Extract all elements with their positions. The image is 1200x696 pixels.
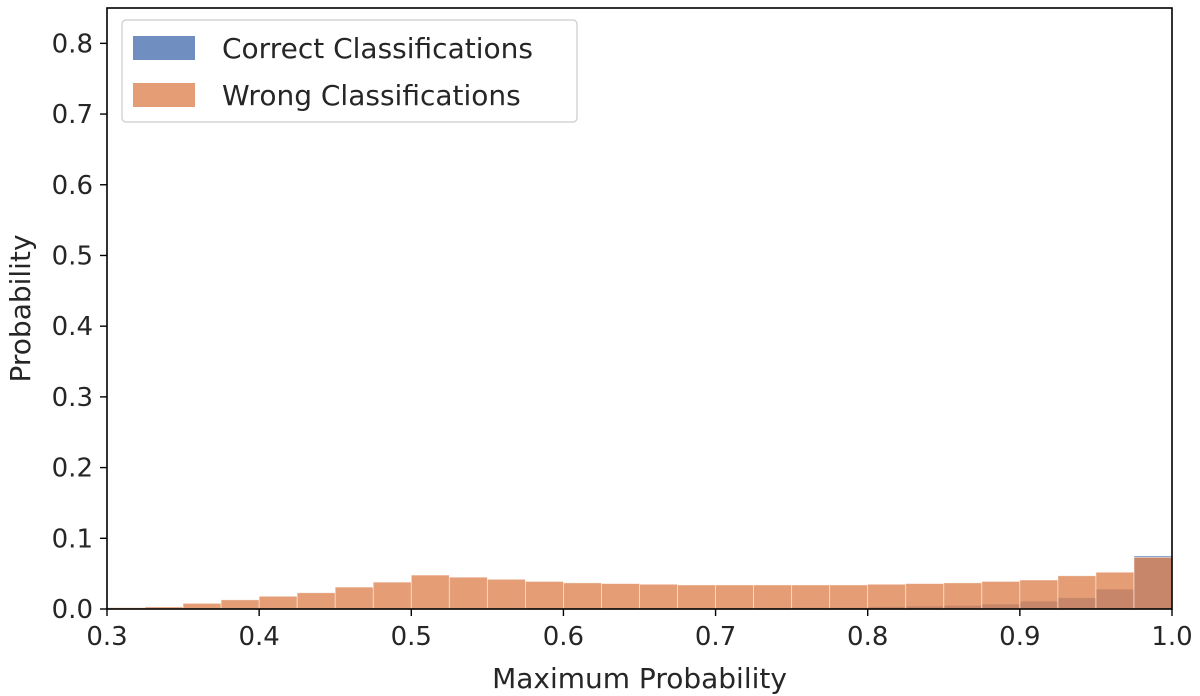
wrong-bar: [905, 583, 945, 610]
wrong-bar: [410, 574, 450, 610]
y-tick-label: 0.5: [52, 241, 93, 271]
y-axis-label: Probability: [4, 234, 37, 382]
wrong-bar: [601, 583, 640, 610]
y-axis-ticks: 0.0 0.1 0.2 0.3 0.4 0.5 0.6 0.7 0.8: [52, 29, 107, 625]
wrong-bar: [296, 592, 336, 610]
x-tick-label: 0.4: [238, 622, 279, 652]
x-axis-ticks: 0.3 0.4 0.5 0.6 0.7 0.8 0.9 1.0: [86, 609, 1193, 652]
wrong-classifications-bars: [106, 556, 1173, 610]
wrong-bar: [943, 582, 983, 610]
wrong-bar: [715, 584, 755, 610]
y-tick-label: 0.0: [52, 595, 93, 625]
x-tick-label: 1.0: [1151, 622, 1192, 652]
legend-swatch-wrong: [133, 83, 195, 107]
y-tick-label: 0.8: [52, 29, 93, 59]
wrong-bar: [448, 576, 488, 610]
wrong-bar: [677, 584, 716, 610]
legend-swatch-correct: [133, 36, 195, 60]
legend-label-wrong: Wrong Classifications: [222, 79, 521, 112]
plot-frame: [106, 7, 1173, 610]
wrong-bar: [334, 586, 374, 610]
wrong-bar: [220, 599, 260, 610]
wrong-bar: [1095, 571, 1135, 610]
x-tick-label: 0.3: [86, 622, 127, 652]
y-tick-label: 0.1: [52, 524, 93, 554]
y-tick-label: 0.3: [52, 383, 93, 413]
wrong-bar: [981, 581, 1021, 610]
wrong-bar: [867, 583, 907, 610]
y-tick-label: 0.7: [52, 100, 93, 130]
wrong-bar: [1057, 575, 1097, 610]
wrong-bar: [829, 584, 869, 610]
x-axis-label: Maximum Probability: [492, 662, 787, 695]
x-tick-label: 0.7: [695, 622, 736, 652]
legend: Correct Classifications Wrong Classifica…: [121, 19, 578, 123]
legend-label-correct: Correct Classifications: [222, 32, 533, 65]
wrong-bar: [639, 583, 678, 610]
x-tick-label: 0.5: [391, 622, 432, 652]
wrong-bar: [258, 595, 298, 610]
y-tick-label: 0.6: [52, 171, 93, 201]
wrong-bar: [563, 582, 602, 610]
wrong-bar: [1019, 579, 1059, 610]
wrong-bar: [182, 602, 222, 610]
x-tick-label: 0.9: [999, 622, 1040, 652]
wrong-bar: [524, 581, 564, 610]
wrong-bar: [1133, 556, 1173, 610]
wrong-bar: [791, 584, 831, 610]
wrong-bar: [486, 578, 526, 610]
wrong-bar: [753, 584, 793, 610]
y-tick-label: 0.4: [52, 312, 93, 342]
wrong-bar: [372, 581, 412, 610]
legend-box: [121, 19, 578, 123]
x-tick-label: 0.6: [543, 622, 584, 652]
x-tick-label: 0.8: [847, 622, 888, 652]
y-tick-label: 0.2: [52, 454, 93, 484]
